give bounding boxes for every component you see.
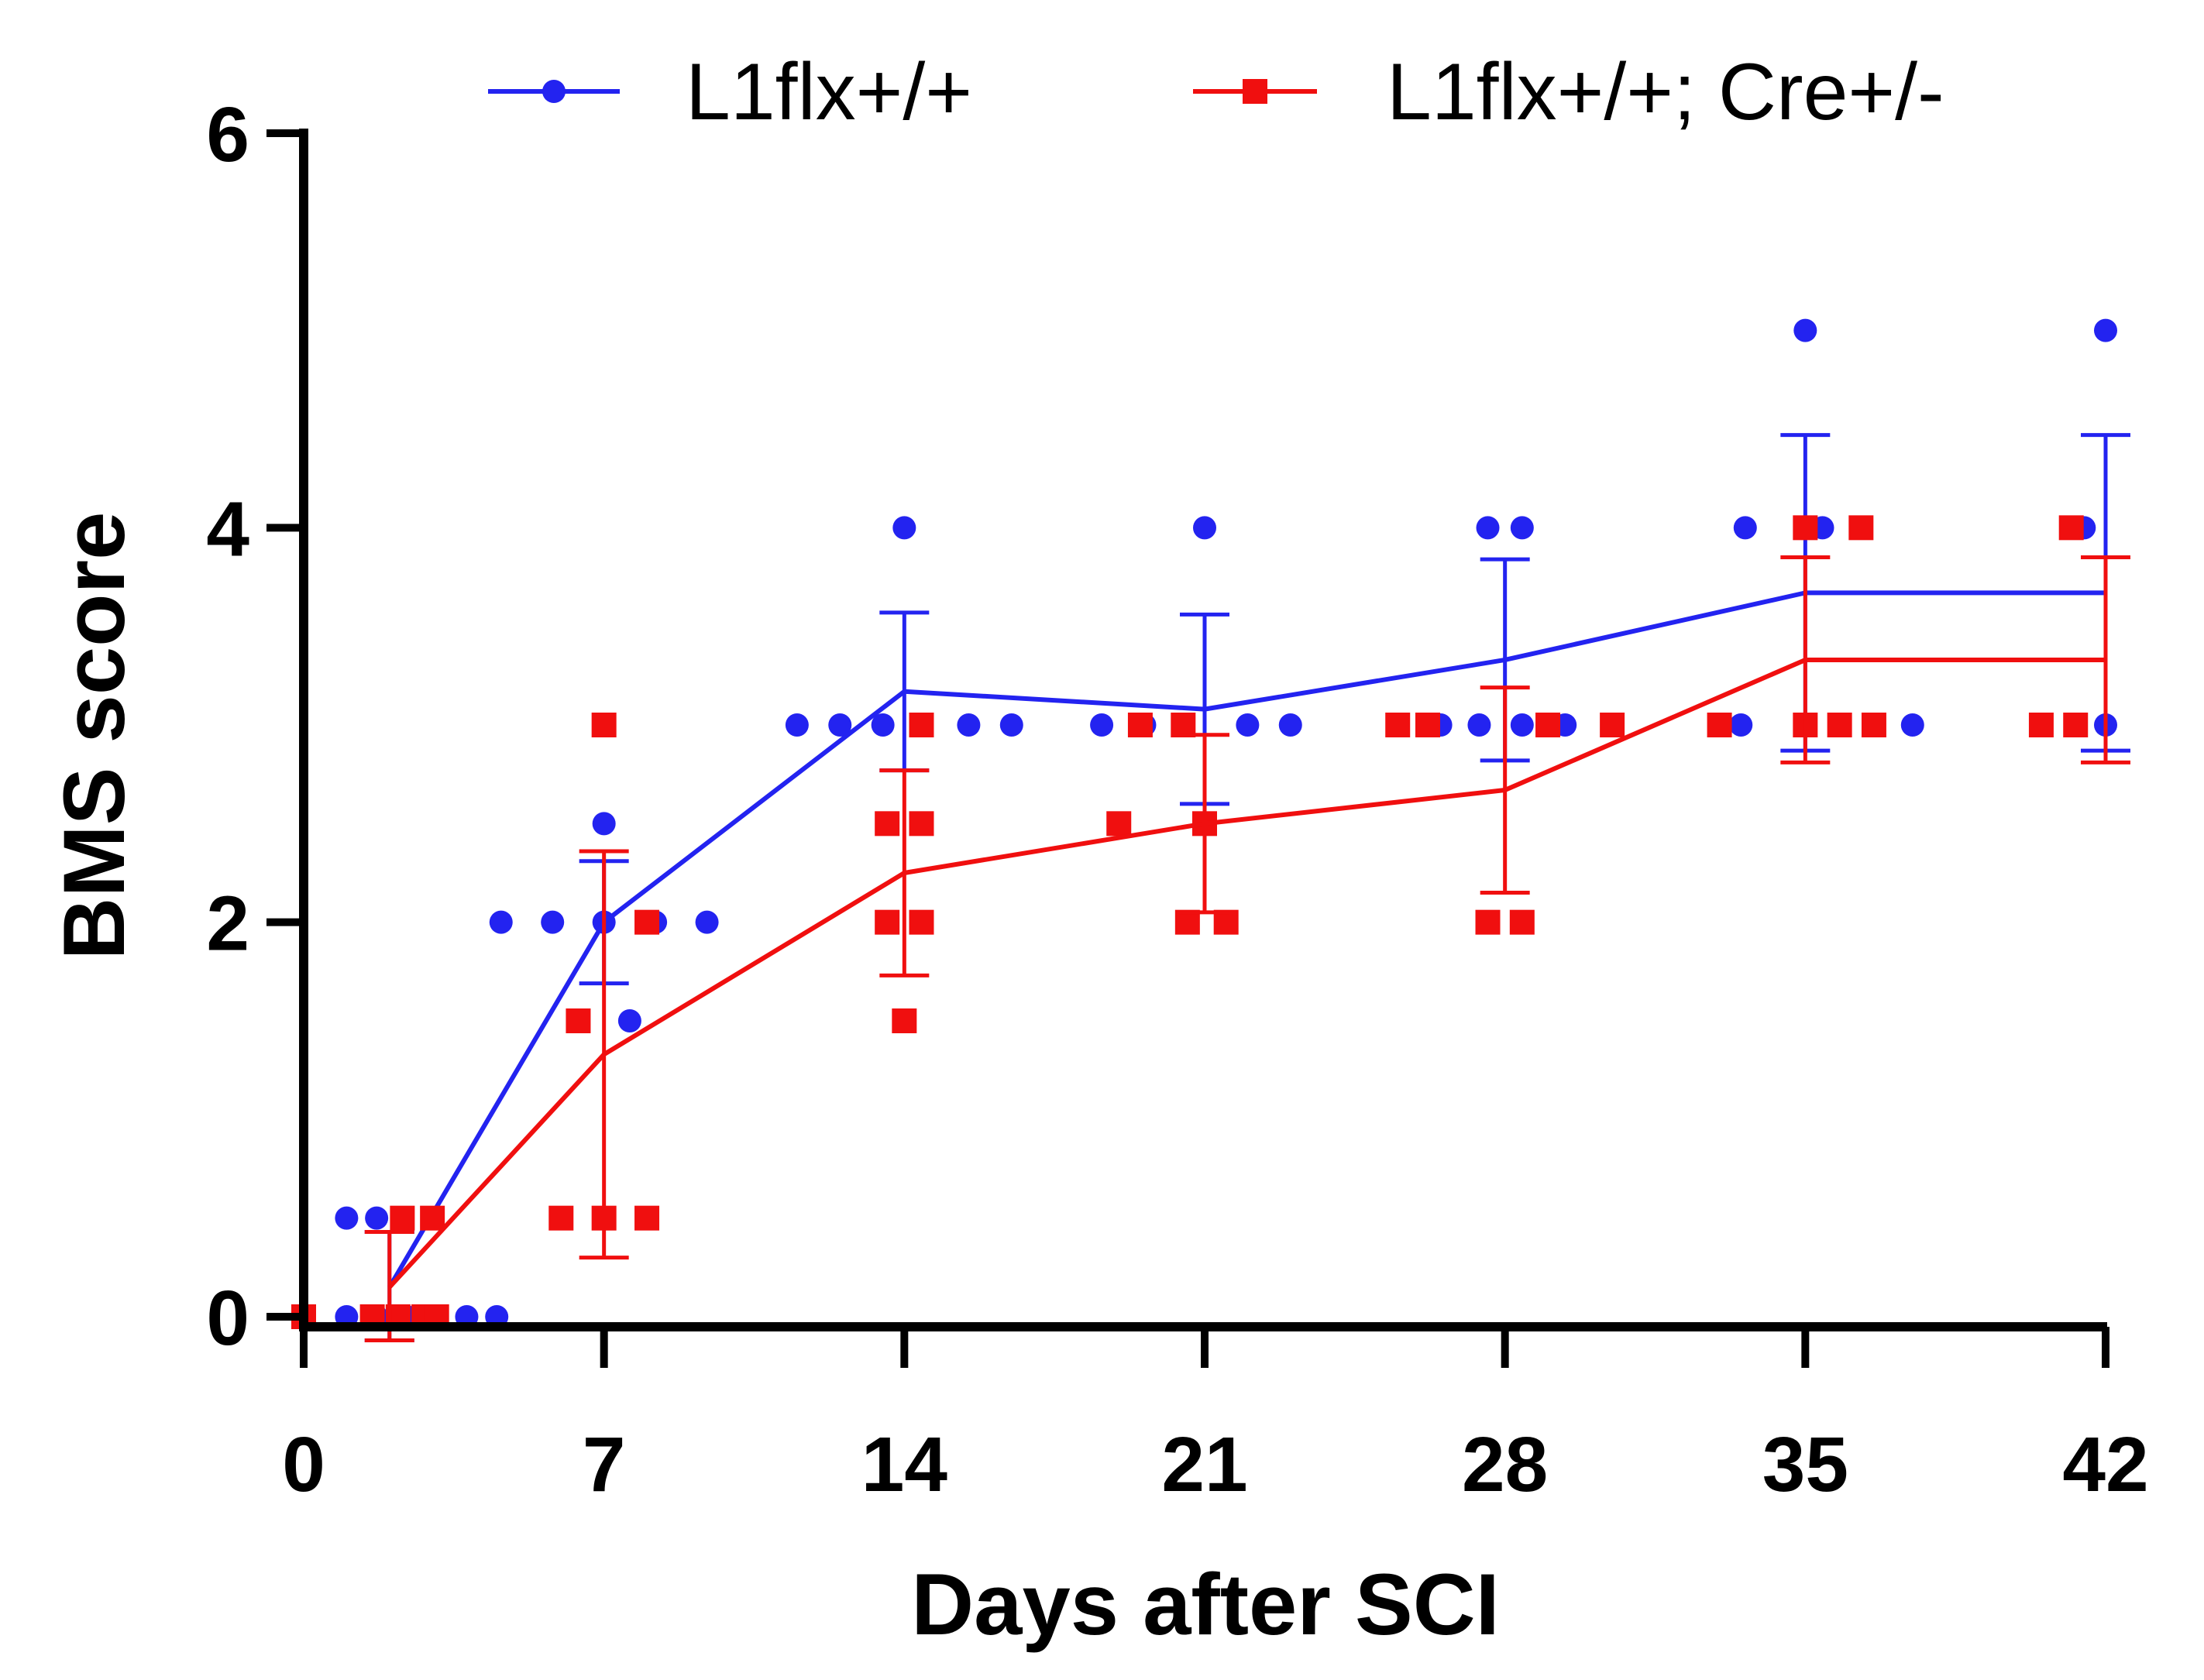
series-2-errorbar-14 [879,768,930,977]
series-1-point-21 [999,713,1023,737]
x-tick-label-42: 42 [2062,1421,2148,1508]
series-2-point-15 [909,811,934,837]
series-1-point-10 [541,910,565,934]
legend-label-series-2: L1flx+/+; Cre+/- [1387,47,1944,137]
x-tick-label-14: 14 [861,1421,948,1508]
series-2-errorbar-35 [1780,555,1831,764]
series-1-point-13 [695,910,719,934]
axis-ticks: 0 2 4 6 0 7 14 21 28 35 42 [206,91,2148,1508]
series-2-point-14 [875,811,900,837]
series-1-point-1 [365,1206,389,1230]
series-2-point-18 [892,1008,917,1033]
series-2-point-10 [548,1205,574,1231]
series-1-point-28 [1476,516,1500,540]
series-2-point-30 [1509,909,1535,935]
series-2-point-7 [591,713,617,737]
y-tick-label-2: 2 [206,881,249,967]
series-2-point-6 [420,1205,445,1231]
series-layer [291,318,2130,1343]
legend-item-series-2: L1flx+/+; Cre+/- [1193,47,1944,137]
series-2-point-16 [875,909,900,935]
series-1-point-39 [1900,713,1924,737]
series-1-point-32 [1510,713,1534,737]
series-1-point-26 [1278,713,1302,737]
series-1-point-40 [2094,318,2117,342]
y-axis-title: BMS score [46,512,143,960]
series-1-point-37 [1729,713,1753,737]
series-2 [291,515,2130,1343]
y-tick-label-0: 0 [206,1275,249,1362]
series-2-point-27 [1535,713,1561,737]
series-2-point-31 [1793,515,1818,541]
series-2-point-8 [566,1008,591,1033]
series-1-point-17 [785,713,809,737]
legend: L1flx+/+ L1flx+/+; Cre+/- [488,47,1944,137]
series-2-point-26 [1415,713,1440,737]
series-2-point-21 [1106,811,1132,837]
x-tick-label-7: 7 [583,1421,626,1508]
series-2-point-29 [1475,909,1501,935]
series-2-point-28 [1600,713,1625,737]
series-2-errorbar-42 [2081,555,2130,764]
x-tick-label-28: 28 [1462,1421,1548,1508]
series-2-point-5 [390,1205,415,1231]
series-2-point-35 [1827,713,1852,737]
series-1-point-29 [1510,516,1534,540]
series-1-point-0 [335,1206,359,1230]
series-1-point-18 [828,713,852,737]
x-tick-label-21: 21 [1161,1421,1247,1508]
series-1-point-9 [489,910,513,934]
legend-item-series-1: L1flx+/+ [488,47,972,137]
series-2-point-38 [2028,713,2054,737]
series-2-point-39 [2063,713,2089,737]
x-tick-label-35: 35 [1762,1421,1848,1508]
x-axis-title: Days after SCI [911,1556,1499,1653]
series-1-point-22 [1193,516,1216,540]
series-2-point-9 [634,909,660,935]
series-1-point-16 [892,516,916,540]
series-1-point-14 [592,812,616,836]
series-1-point-31 [1467,713,1491,737]
legend-marker-square-icon [1243,79,1267,104]
x-tick-label-0: 0 [282,1421,325,1508]
series-1-point-23 [1090,713,1114,737]
y-tick-label-6: 6 [206,91,249,178]
series-2-errorbar-21 [1180,733,1229,915]
series-1-point-34 [1793,318,1817,342]
legend-marker-circle-icon [542,80,566,103]
series-2-point-25 [1385,713,1411,737]
series-2-errorbar-28 [1480,685,1530,895]
series-2-point-37 [2058,515,2084,541]
series-2-point-13 [909,713,934,737]
legend-label-series-1: L1flx+/+ [686,47,972,137]
series-1-point-20 [957,713,981,737]
series-2-errorbar-7 [579,849,629,1260]
series-2-point-19 [1127,713,1153,737]
y-tick-label-4: 4 [206,486,249,572]
series-2-point-12 [634,1205,660,1231]
series-2-point-32 [1848,515,1874,541]
series-2-point-36 [1861,713,1886,737]
series-1-point-25 [1236,713,1260,737]
series-1-point-35 [1733,516,1757,540]
series-2-point-33 [1707,713,1732,737]
series-1-point-15 [617,1009,641,1032]
series-2-mean-line [387,657,2106,1289]
series-1-point-19 [871,713,895,737]
series-2-point-17 [909,909,934,935]
series-1-mean-line [387,590,2106,1289]
